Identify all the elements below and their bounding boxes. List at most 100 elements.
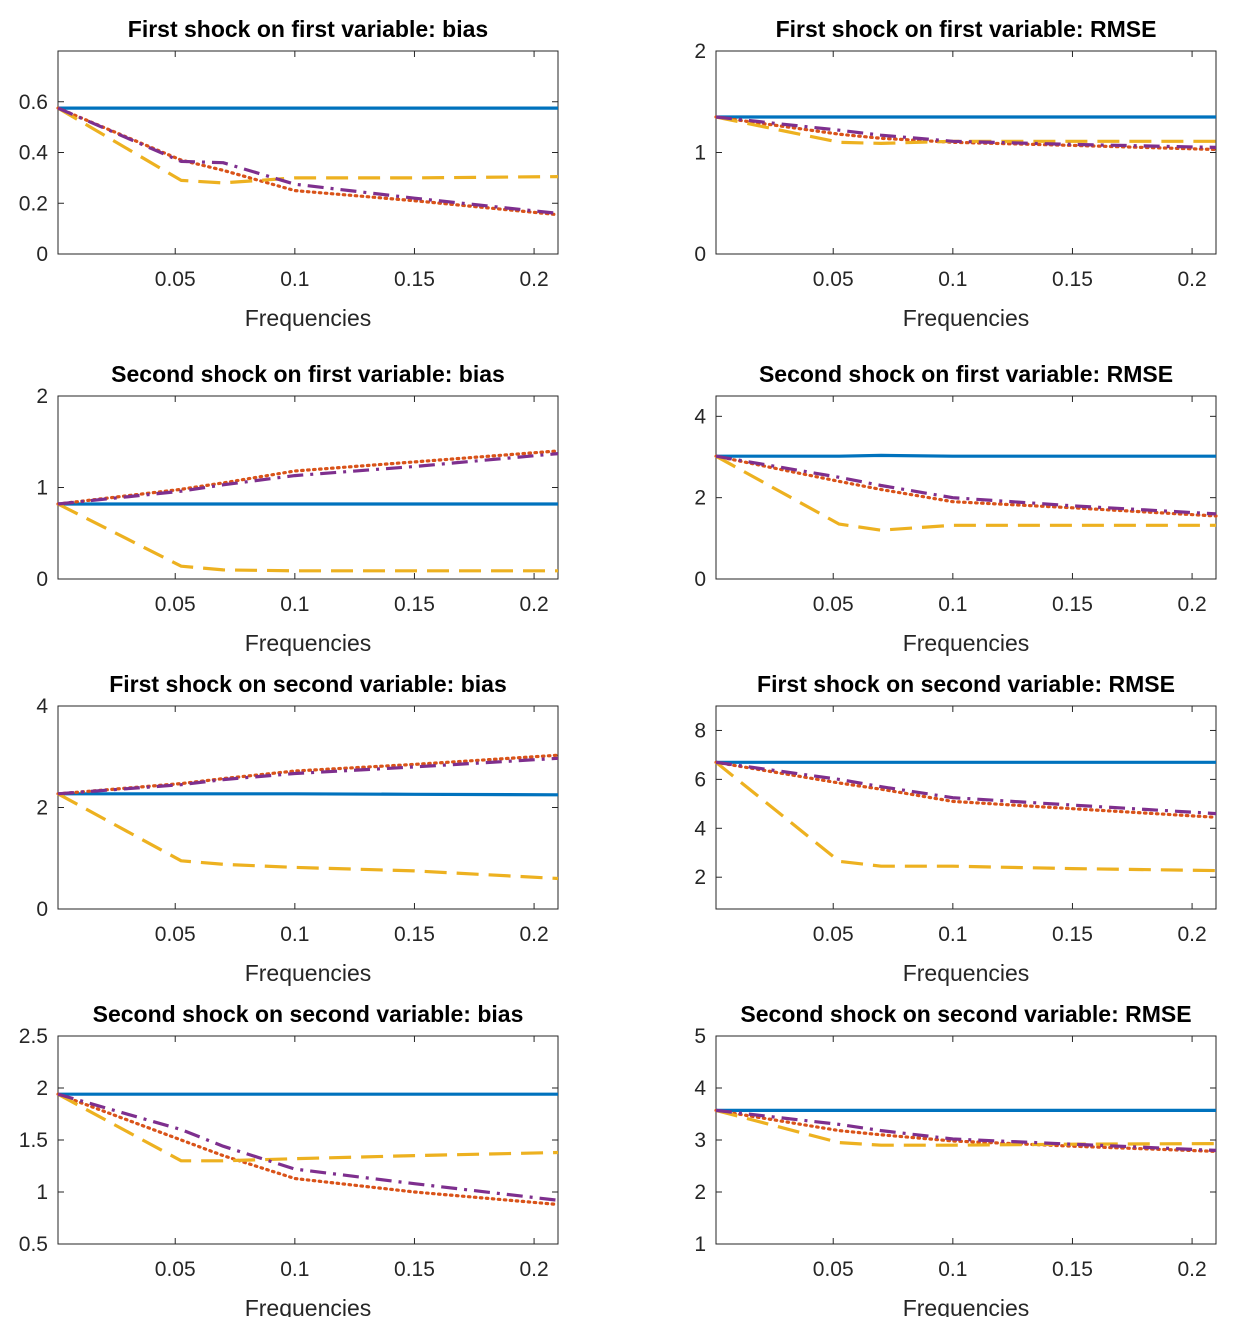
plot-area xyxy=(715,705,1217,910)
y-tick-label: 4 xyxy=(694,817,706,840)
chart-title: First shock on second variable: RMSE xyxy=(757,671,1175,697)
x-tick-label: 0.2 xyxy=(519,593,548,616)
y-tick-label: 0.5 xyxy=(19,1233,48,1256)
x-tick-label: 0.1 xyxy=(938,923,967,946)
y-tick-label: 1 xyxy=(694,142,706,165)
y-tick-label: 0 xyxy=(36,243,48,266)
x-tick-label: 0.05 xyxy=(813,593,854,616)
plot-area xyxy=(57,50,559,255)
x-tick-label: 0.2 xyxy=(519,1258,548,1281)
y-tick-label: 4 xyxy=(36,695,48,718)
y-tick-label: 0 xyxy=(694,568,706,591)
x-tick-label: 0.05 xyxy=(155,1258,196,1281)
series-line xyxy=(714,115,1218,152)
chart-title: First shock on first variable: RMSE xyxy=(776,16,1157,42)
x-tick-label: 0.05 xyxy=(813,268,854,291)
x-tick-label: 0.2 xyxy=(1177,923,1206,946)
y-tick-label: 1.5 xyxy=(19,1129,48,1152)
y-tick-label: 0 xyxy=(36,898,48,921)
series-line xyxy=(715,1108,1217,1147)
y-tick-label: 8 xyxy=(694,719,706,742)
x-tick-label: 0.15 xyxy=(1052,1258,1093,1281)
x-tick-label: 0.15 xyxy=(1052,593,1093,616)
chart-panel: 0.05 0.1 0.15 0.2 0 2 4 Frequencies Second shock… xyxy=(694,361,1218,656)
y-tick-label: 2 xyxy=(694,1181,706,1204)
x-tick-label: 0.1 xyxy=(280,593,309,616)
series-line xyxy=(715,115,1216,145)
x-tick-label: 0.2 xyxy=(519,923,548,946)
chart-panel: 0.05 0.1 0.15 0.2 0 1 2 Frequencies First shock … xyxy=(694,16,1218,331)
series-line xyxy=(714,1108,1218,1154)
series-line xyxy=(715,454,1217,516)
x-tick-label: 0.1 xyxy=(280,923,309,946)
chart-panel: 0.05 0.1 0.15 0.2 2 4 6 8 Frequencies First shock… xyxy=(694,671,1218,986)
series-line xyxy=(57,756,559,796)
plot-area xyxy=(715,50,1217,255)
y-tick-label: 0 xyxy=(36,568,48,591)
y-tick-label: 4 xyxy=(694,1077,706,1100)
series-line xyxy=(57,792,559,881)
series-line xyxy=(715,1108,1217,1152)
chart-title: Second shock on first variable: RMSE xyxy=(759,361,1173,387)
series-line xyxy=(56,106,560,217)
x-axis-label: Frequencies xyxy=(245,960,372,986)
x-axis-label: Frequencies xyxy=(245,1295,372,1317)
series-line xyxy=(57,502,558,573)
x-axis-label: Frequencies xyxy=(903,1295,1030,1317)
y-tick-label: 4 xyxy=(694,405,706,428)
series-line xyxy=(715,115,1217,149)
x-tick-label: 0.2 xyxy=(519,268,548,291)
y-tick-label: 1 xyxy=(694,1233,706,1256)
series-line xyxy=(715,760,1217,816)
x-tick-label: 0.1 xyxy=(938,268,967,291)
y-tick-label: 2 xyxy=(36,1077,48,1100)
chart-panel: 0.05 0.1 0.15 0.2 0 2 4 Frequencies First shock … xyxy=(36,671,560,986)
y-tick-label: 2.5 xyxy=(19,1025,48,1048)
series-line xyxy=(714,454,1218,518)
series-line xyxy=(714,760,1218,819)
x-tick-label: 0.15 xyxy=(1052,923,1093,946)
chart-title: First shock on first variable: bias xyxy=(128,16,488,42)
y-tick-label: 0.4 xyxy=(19,142,49,165)
series-line xyxy=(57,1092,559,1202)
x-axis-label: Frequencies xyxy=(903,960,1030,986)
y-tick-label: 0.6 xyxy=(19,91,48,114)
y-tick-label: 6 xyxy=(694,768,706,791)
x-tick-label: 0.1 xyxy=(280,1258,309,1281)
x-tick-label: 0.05 xyxy=(813,923,854,946)
plot-area xyxy=(57,1035,559,1245)
x-tick-label: 0.2 xyxy=(1177,1258,1206,1281)
series-line xyxy=(714,761,1217,873)
x-tick-label: 0.05 xyxy=(155,268,196,291)
chart-title: Second shock on first variable: bias xyxy=(111,361,505,387)
series-line xyxy=(715,454,1216,532)
x-axis-label: Frequencies xyxy=(245,630,372,656)
x-axis-label: Frequencies xyxy=(903,305,1030,331)
plot-area xyxy=(715,395,1217,580)
y-tick-label: 1 xyxy=(36,477,48,500)
series-line xyxy=(56,1092,560,1207)
y-tick-label: 5 xyxy=(694,1025,706,1048)
plot-area xyxy=(57,705,559,910)
x-tick-label: 0.1 xyxy=(938,593,967,616)
y-tick-label: 2 xyxy=(36,797,48,820)
y-tick-label: 0.2 xyxy=(19,192,48,215)
x-tick-label: 0.05 xyxy=(155,923,196,946)
y-tick-label: 0 xyxy=(694,243,706,266)
x-tick-label: 0.15 xyxy=(394,923,435,946)
x-tick-label: 0.15 xyxy=(394,268,435,291)
x-tick-label: 0.05 xyxy=(813,1258,854,1281)
y-tick-label: 2 xyxy=(36,385,48,408)
x-tick-label: 0.1 xyxy=(938,1258,967,1281)
x-tick-label: 0.2 xyxy=(1177,268,1206,291)
x-tick-label: 0.1 xyxy=(280,268,309,291)
chart-panel: 0.05 0.1 0.15 0.2 1 2 3 4 5 Frequencies Second sho… xyxy=(694,1001,1218,1317)
y-tick-label: 2 xyxy=(694,487,706,510)
series-line xyxy=(57,106,559,215)
series-line xyxy=(57,106,559,185)
chart-panel: 0.05 0.1 0.15 0.2 0 1 2 Frequencies Second shock… xyxy=(36,361,560,656)
series-line xyxy=(57,1092,559,1163)
y-tick-label: 2 xyxy=(694,866,706,889)
y-tick-label: 3 xyxy=(694,1129,706,1152)
